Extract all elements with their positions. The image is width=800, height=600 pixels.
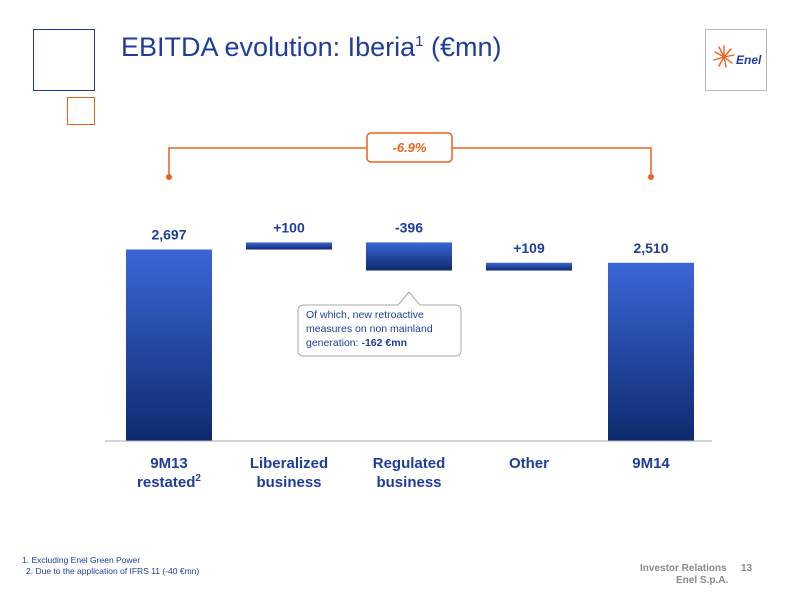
footer-department: Investor Relations	[640, 563, 727, 574]
logo-label: Enel	[736, 53, 762, 67]
data-label-5: 2,510	[633, 240, 668, 256]
category-label-3-line-2: business	[376, 474, 441, 491]
callout-text: Of which, new retroactive measures on no…	[306, 309, 433, 349]
category-label-1-line-1: 9M13	[150, 455, 188, 472]
bar-5	[608, 262, 694, 441]
callout-value: -162 €mn	[361, 337, 407, 349]
footnote-1: 1. Excluding Enel Green Power	[22, 555, 141, 565]
enel-logo: Enel	[705, 29, 767, 91]
category-label-3-line-1: Regulated	[373, 455, 446, 472]
data-label-3: -396	[395, 219, 423, 235]
change-badge	[366, 132, 453, 163]
data-label-2: +100	[273, 219, 305, 235]
enel-flower-icon	[713, 45, 735, 68]
data-label-1: 2,697	[151, 227, 186, 243]
page-title: EBITDA evolution: Iberia1 (€mn)	[121, 32, 502, 62]
data-label-4: +109	[513, 240, 545, 256]
footnote-2: 2. Due to the application of IFRS 11 (-4…	[26, 566, 200, 576]
category-label-1-line-2: restated2	[137, 473, 201, 491]
decor-orange-square	[67, 97, 95, 125]
category-label-5-line-1: 9M14	[632, 455, 670, 472]
bar-4	[486, 262, 572, 271]
bar-1	[126, 249, 212, 441]
page-number: 13	[741, 563, 753, 574]
bar-2	[246, 242, 332, 250]
change-bracket: -6.9%	[166, 132, 654, 180]
callout-bubble	[297, 291, 462, 357]
decor-blue-square	[33, 29, 95, 91]
change-label: -6.9%	[393, 140, 427, 155]
bar-3	[366, 242, 452, 271]
category-label-2-line-1: Liberalized	[250, 455, 328, 472]
category-label-4-line-1: Other	[509, 455, 549, 472]
category-label-2-line-2: business	[256, 474, 321, 491]
footer-company: Enel S.p.A.	[676, 575, 729, 586]
